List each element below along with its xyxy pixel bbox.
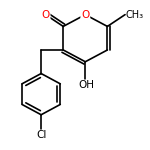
Text: O: O: [81, 10, 89, 20]
Text: Cl: Cl: [36, 130, 46, 140]
Text: O: O: [41, 10, 50, 20]
Text: CH₃: CH₃: [126, 10, 144, 20]
Text: OH: OH: [79, 80, 95, 90]
